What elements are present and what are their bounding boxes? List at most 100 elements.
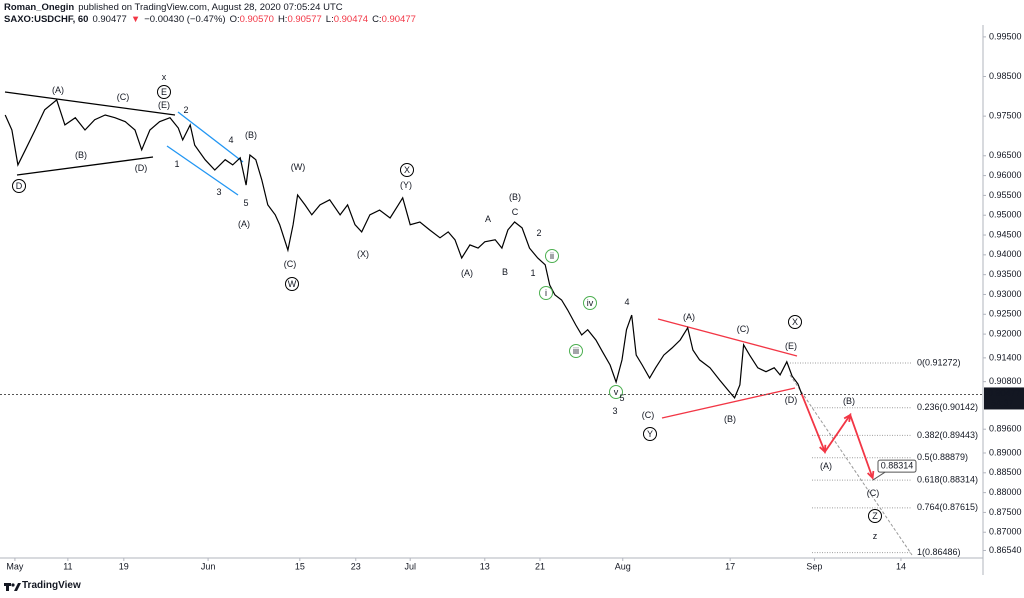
y-tick-label: 0.91400	[989, 352, 1022, 362]
ohlc-value: 0.90474	[333, 14, 369, 25]
price-line-series	[4, 98, 803, 400]
y-tick-label: 0.86540	[989, 545, 1022, 555]
projection-path	[800, 393, 874, 479]
x-tick-label: 23	[351, 561, 361, 571]
wave-label: 3	[612, 406, 617, 416]
wave-label: (C)	[284, 259, 297, 269]
wave-circle	[545, 249, 559, 263]
wave-label: (X)	[357, 249, 369, 259]
ohlc-key: H:	[277, 14, 288, 25]
wave-label: B	[502, 267, 508, 277]
wave-label: ii	[550, 251, 554, 261]
fib-label: 0.618(0.88314)	[917, 475, 978, 485]
wave-label: (C)	[737, 324, 750, 334]
last-price: 0.90477	[92, 14, 127, 25]
wave-label: 5	[619, 393, 624, 403]
wave-circle	[400, 163, 414, 177]
wave-label: z	[873, 531, 878, 541]
wave-label: C	[512, 207, 519, 217]
wave-label: W	[288, 279, 297, 289]
price-countdown: 54:37	[991, 398, 1014, 408]
y-tick-label: 0.94500	[989, 229, 1022, 239]
wave-label: (B)	[75, 150, 87, 160]
plot-area	[0, 25, 983, 558]
fib-label: 0.764(0.87615)	[917, 502, 978, 512]
wave-circle	[609, 385, 623, 399]
wave-label: (B)	[843, 396, 855, 406]
wave-label: A	[485, 214, 491, 224]
wave-label: D	[16, 181, 23, 191]
triangle-line	[4, 91, 176, 116]
wave-label: 5	[243, 198, 248, 208]
wave-label: Y	[647, 429, 653, 439]
logo-icon	[4, 583, 21, 591]
y-tick-label: 0.90800	[989, 376, 1022, 386]
symbol: SAXO:USDCHF, 60	[4, 14, 89, 25]
wave-label: v	[614, 387, 619, 397]
wave-label: (W)	[291, 162, 306, 172]
x-tick-label: Aug	[615, 561, 631, 571]
y-tick-label: 0.93500	[989, 269, 1022, 279]
wave-label: x	[162, 72, 167, 82]
ohlc: O:0.90570 H:0.90577 L:0.90474 C:0.90477	[230, 14, 420, 25]
channel-line	[177, 111, 244, 163]
wave-circle	[788, 315, 802, 329]
wave-label: (A)	[52, 85, 64, 95]
y-tick-label: 0.97500	[989, 111, 1022, 121]
y-tick-label: 0.89600	[989, 424, 1022, 434]
wave-label: (B)	[724, 414, 736, 424]
triangle-line	[16, 156, 154, 176]
wave-label: 3	[216, 187, 221, 197]
wave-label: X	[792, 317, 798, 327]
ohlc-value: 0.90477	[381, 14, 416, 25]
ohlc-key: L:	[325, 14, 334, 25]
wave-circle	[539, 286, 553, 300]
fib-label: 0.236(0.90142)	[917, 402, 978, 412]
x-tick-label: May	[6, 561, 24, 571]
wave-label: 2	[183, 105, 188, 115]
wave-label: (C)	[867, 488, 880, 498]
ohlc-key: O:	[229, 14, 240, 25]
arrow-head	[819, 444, 827, 454]
wave-label: Z	[872, 511, 878, 521]
ohlc-value: 0.90570	[239, 14, 274, 25]
wave-label: 1	[530, 268, 535, 278]
fib-trend-line	[789, 374, 913, 556]
y-tick-label: 0.87500	[989, 507, 1022, 517]
y-tick-label: 0.88500	[989, 467, 1022, 477]
fib-label: 1(0.86486)	[917, 547, 961, 557]
wave-label: (C)	[642, 410, 655, 420]
wave-label: (D)	[785, 395, 798, 405]
y-tick-label: 0.92500	[989, 309, 1022, 319]
wave-label: 2	[536, 228, 541, 238]
triangle-line	[661, 387, 796, 419]
wave-circle	[569, 344, 583, 358]
price-tag-label: 0.90477	[988, 388, 1021, 398]
wave-label: (B)	[245, 130, 257, 140]
header-line-2: SAXO:USDCHF, 60 0.90477 ▼ −0.00430 (−0.47%)…	[4, 14, 424, 25]
y-tick-label: 0.96000	[989, 170, 1022, 180]
x-tick-label: Sep	[806, 561, 822, 571]
chart-layer: 0.99500 0.98500 0.97500 0.96500 0.96000 0.955…	[0, 31, 1024, 571]
wave-label: X	[404, 165, 410, 175]
arrow-head	[843, 413, 852, 422]
wave-label: (E)	[158, 100, 170, 110]
x-tick-label: 14	[896, 561, 906, 571]
wave-circle	[868, 509, 882, 523]
price-tag-box	[984, 387, 1024, 410]
x-tick-label: 21	[535, 561, 545, 571]
wave-label: (A)	[461, 268, 473, 278]
wave-circle	[12, 179, 26, 193]
fib-label: 0.5(0.88879)	[917, 452, 968, 462]
y-tick-label: 0.98500	[989, 71, 1022, 81]
fib-label: 0(0.91272)	[917, 357, 961, 367]
x-tick-label: Jun	[201, 561, 216, 571]
x-tick-label: 15	[295, 561, 305, 571]
arrow-head	[867, 470, 875, 480]
wave-label: (A)	[683, 312, 695, 322]
y-tick-label: 0.92000	[989, 328, 1022, 338]
x-tick-label: 19	[119, 561, 129, 571]
target-box	[877, 459, 917, 473]
